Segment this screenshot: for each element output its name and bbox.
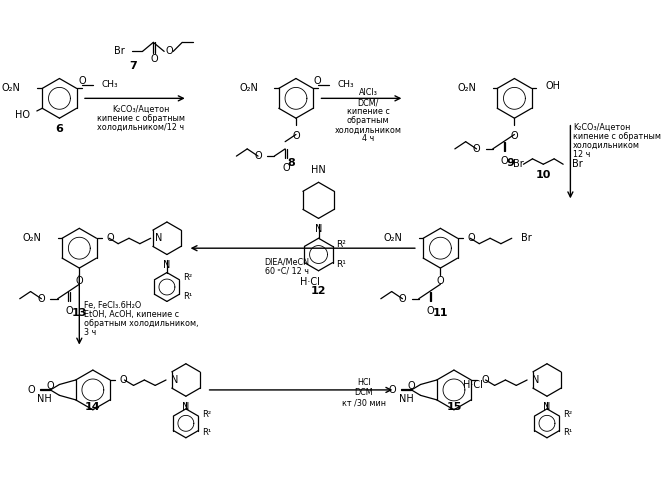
Text: N: N [531, 375, 539, 385]
Text: R²: R² [563, 410, 572, 419]
Text: O: O [78, 76, 86, 86]
Text: холодильником: холодильником [573, 141, 640, 150]
Text: O: O [166, 46, 173, 56]
Text: O₂N: O₂N [239, 84, 258, 94]
Text: обратным холодильником,: обратным холодильником, [84, 318, 198, 328]
Text: 10: 10 [535, 170, 551, 180]
Text: 4 ч: 4 ч [362, 134, 374, 143]
Text: кт /30 мин: кт /30 мин [342, 398, 386, 407]
Text: O₂N: O₂N [2, 84, 21, 94]
Text: O: O [282, 164, 290, 173]
Text: CH₃: CH₃ [338, 80, 354, 90]
Text: O: O [408, 382, 415, 392]
Text: Br: Br [513, 159, 523, 169]
Text: DIEA/MeCN: DIEA/MeCN [264, 257, 310, 266]
Text: O: O [398, 294, 406, 304]
Text: холодильником/12 ч: холодильником/12 ч [97, 122, 184, 132]
Text: Br: Br [572, 159, 583, 169]
Text: N: N [543, 402, 551, 411]
Text: O: O [472, 144, 480, 154]
Text: CH₃: CH₃ [102, 80, 119, 90]
Text: N: N [315, 224, 322, 234]
Text: O: O [37, 294, 45, 304]
Text: O: O [501, 156, 508, 166]
Text: O: O [254, 151, 262, 161]
Text: HCl: HCl [357, 378, 370, 387]
Text: O₂N: O₂N [23, 234, 41, 243]
Text: O: O [107, 234, 114, 243]
Text: O₂N: O₂N [458, 84, 476, 94]
Text: 6: 6 [55, 124, 63, 134]
Text: R¹: R¹ [563, 428, 572, 437]
Text: NH: NH [398, 394, 414, 404]
Text: NH: NH [37, 394, 52, 404]
Text: O: O [292, 131, 300, 141]
Text: OH: OH [545, 80, 560, 90]
Text: Br: Br [114, 46, 125, 56]
Text: O₂N: O₂N [384, 234, 402, 243]
Text: R¹: R¹ [202, 428, 211, 437]
Text: O: O [120, 375, 128, 385]
Text: холодильником: холодильником [335, 126, 402, 134]
Text: N: N [170, 375, 178, 385]
Text: O: O [481, 375, 489, 385]
Text: HO: HO [15, 110, 29, 120]
Text: O: O [511, 131, 518, 141]
Text: 12 ч: 12 ч [573, 150, 591, 159]
Text: N: N [155, 234, 163, 243]
Text: O: O [427, 306, 434, 316]
Text: DCM: DCM [354, 388, 373, 397]
Text: O: O [151, 54, 158, 64]
Text: кипение с обратным: кипение с обратным [97, 114, 184, 122]
Text: H·Cl: H·Cl [300, 276, 320, 286]
Text: K₂CO₃/Ацетон: K₂CO₃/Ацетон [112, 104, 169, 114]
Text: O: O [437, 276, 444, 285]
Text: 12: 12 [311, 286, 326, 296]
Text: HN: HN [311, 165, 326, 175]
Text: Br: Br [521, 234, 531, 243]
Text: EtOH, AcOH, кипение с: EtOH, AcOH, кипение с [84, 310, 179, 318]
Text: O: O [468, 234, 475, 243]
Text: K₂CO₃/Ацетон: K₂CO₃/Ацетон [573, 122, 631, 132]
Text: R¹: R¹ [336, 260, 346, 269]
Text: Fe, FeCl₃.6H₂O: Fe, FeCl₃.6H₂O [84, 300, 141, 310]
Text: R²: R² [202, 410, 211, 419]
Text: O: O [27, 385, 35, 395]
Text: 9: 9 [506, 158, 514, 168]
Text: 13: 13 [72, 308, 87, 318]
Text: O: O [65, 306, 73, 316]
Text: обратным: обратным [347, 116, 390, 126]
Text: 3 ч: 3 ч [84, 328, 96, 336]
Text: R²: R² [336, 240, 346, 249]
Text: R²: R² [183, 274, 192, 282]
Text: AlCl₃: AlCl₃ [359, 88, 378, 98]
Text: O: O [75, 276, 83, 285]
Text: 60 ᵒC/ 12 ч: 60 ᵒC/ 12 ч [265, 266, 309, 276]
Text: O: O [47, 382, 54, 392]
Text: O: O [388, 385, 396, 395]
Text: 8: 8 [288, 158, 295, 168]
Text: 14: 14 [85, 402, 101, 412]
Text: 11: 11 [433, 308, 448, 318]
Text: кипение с: кипение с [347, 108, 390, 116]
Text: H·Cl: H·Cl [463, 380, 483, 390]
Text: 7: 7 [130, 61, 137, 71]
Text: кипение с обратным: кипение с обратным [573, 132, 661, 141]
Text: N: N [182, 402, 190, 411]
Text: DCM/: DCM/ [358, 98, 379, 108]
Text: O: O [314, 76, 322, 86]
Text: 15: 15 [446, 402, 462, 412]
Text: N: N [163, 260, 170, 270]
Text: R¹: R¹ [183, 292, 192, 300]
